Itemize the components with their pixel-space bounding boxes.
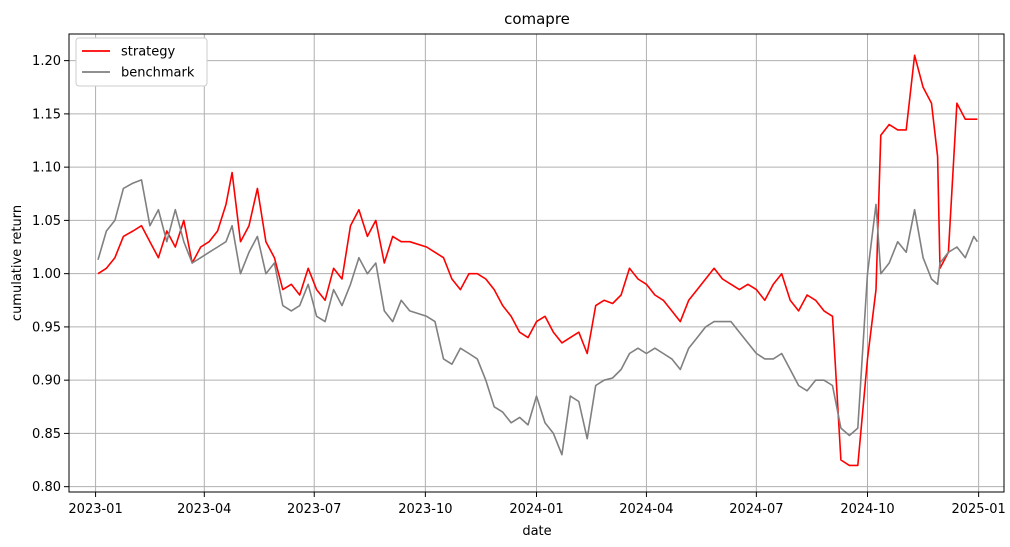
x-tick-label: 2023-07	[287, 502, 341, 517]
x-tick-label: 2023-01	[68, 502, 122, 517]
x-tick-label: 2024-04	[619, 502, 673, 517]
series-line-strategy	[97, 54, 978, 467]
x-tick-label: 2024-10	[840, 502, 894, 517]
y-axis-label: cumulative return	[10, 205, 25, 321]
legend: strategy benchmark	[75, 37, 208, 87]
y-tick-label: 0.85	[32, 427, 61, 442]
x-axis-label: date	[522, 524, 551, 539]
x-tick-label: 2023-04	[177, 502, 231, 517]
y-tick-label: 0.90	[32, 374, 61, 389]
x-tick-label: 2025-01	[951, 502, 1005, 517]
axis-ticks: 2023-01 2023-04 2023-07 2023-10 2024-01 2024-…	[32, 54, 1006, 517]
y-tick-label: 1.10	[32, 161, 61, 176]
x-tick-label: 2024-01	[509, 502, 563, 517]
x-tick-label: 2024-07	[729, 502, 783, 517]
y-tick-label: 0.80	[32, 480, 61, 495]
y-tick-label: 1.20	[32, 54, 61, 69]
legend-label-strategy: strategy	[121, 45, 176, 60]
y-tick-label: 1.00	[32, 267, 61, 282]
chart-title: comapre	[504, 10, 570, 28]
y-tick-label: 1.15	[32, 107, 61, 122]
legend-box	[75, 37, 208, 87]
legend-label-benchmark: benchmark	[121, 66, 195, 81]
series-lines	[97, 54, 979, 467]
x-tick-label: 2023-10	[398, 502, 452, 517]
series-line-benchmark	[97, 179, 979, 456]
y-tick-label: 0.95	[32, 320, 61, 335]
y-tick-label: 1.05	[32, 214, 61, 229]
